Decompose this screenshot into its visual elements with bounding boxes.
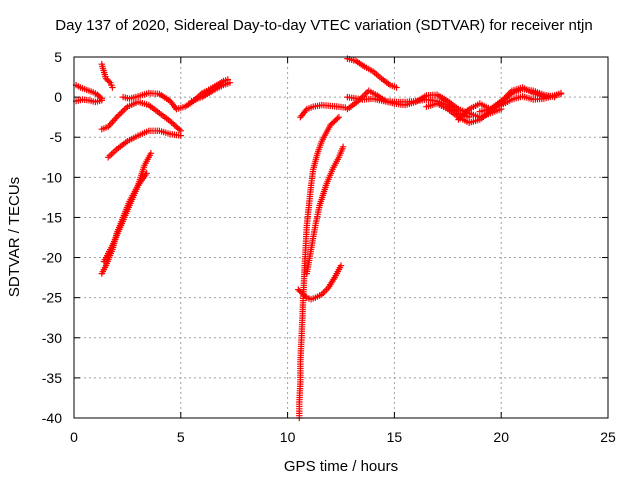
series-arc-15 bbox=[344, 55, 400, 91]
x-tick-label: 15 bbox=[387, 429, 403, 445]
chart-title: Day 137 of 2020, Sidereal Day-to-day VTE… bbox=[55, 17, 592, 34]
data-point-markers bbox=[344, 55, 400, 91]
series-arc-12 bbox=[295, 262, 345, 303]
data-point-markers bbox=[105, 127, 184, 161]
y-tick-label: -35 bbox=[42, 370, 62, 386]
data-point-markers bbox=[303, 143, 347, 277]
series-arc-2 bbox=[72, 96, 105, 106]
series-arc-5 bbox=[105, 127, 184, 161]
x-tick-label: 25 bbox=[600, 429, 616, 445]
y-tick-label: -20 bbox=[42, 250, 62, 266]
y-tick-labels: 5 0 -5 -10 -15 -20 -25 -30 -35 -40 bbox=[42, 49, 62, 426]
y-tick-label: -25 bbox=[42, 290, 62, 306]
data-point-markers bbox=[295, 262, 345, 303]
series-arc-14 bbox=[297, 101, 349, 121]
data-point-markers bbox=[119, 89, 180, 113]
series-arc-11 bbox=[296, 114, 343, 422]
series-arc-20 bbox=[476, 85, 558, 115]
x-tick-label: 0 bbox=[70, 429, 78, 445]
plot-frame bbox=[73, 56, 609, 419]
y-tick-label: -10 bbox=[42, 169, 62, 185]
y-tick-label: 0 bbox=[54, 89, 62, 105]
series-arc-6 bbox=[119, 89, 180, 113]
series-arc-4 bbox=[98, 98, 184, 134]
data-point-markers bbox=[476, 85, 558, 115]
data-point-markers bbox=[98, 98, 184, 134]
data-point-markers bbox=[188, 79, 234, 105]
x-tick-label: 20 bbox=[493, 429, 509, 445]
x-tick-label: 10 bbox=[280, 429, 296, 445]
y-tick-label: -40 bbox=[42, 410, 62, 426]
x-axis-title: GPS time / hours bbox=[284, 458, 398, 475]
data-point-markers bbox=[98, 61, 116, 91]
y-tick-label: -15 bbox=[42, 209, 62, 225]
data-point-markers bbox=[296, 114, 343, 422]
series-arc-3 bbox=[98, 61, 116, 91]
series-arc-1 bbox=[72, 81, 105, 102]
data-point-markers bbox=[72, 96, 105, 106]
x-tick-label: 5 bbox=[177, 429, 185, 445]
y-axis-title: SDTVAR / TECUs bbox=[6, 177, 23, 297]
data-points bbox=[72, 55, 565, 422]
data-point-markers bbox=[72, 81, 105, 102]
y-tick-label: -5 bbox=[50, 129, 63, 145]
data-point-markers bbox=[297, 101, 349, 121]
series-arc-13 bbox=[303, 143, 347, 277]
series-arc-10 bbox=[188, 79, 234, 105]
y-tick-label: 5 bbox=[54, 49, 62, 65]
y-tick-label: -30 bbox=[42, 330, 62, 346]
series-arc-8 bbox=[100, 170, 150, 265]
x-tick-labels: 0 5 10 15 20 25 bbox=[70, 429, 616, 445]
data-point-markers bbox=[100, 170, 150, 265]
